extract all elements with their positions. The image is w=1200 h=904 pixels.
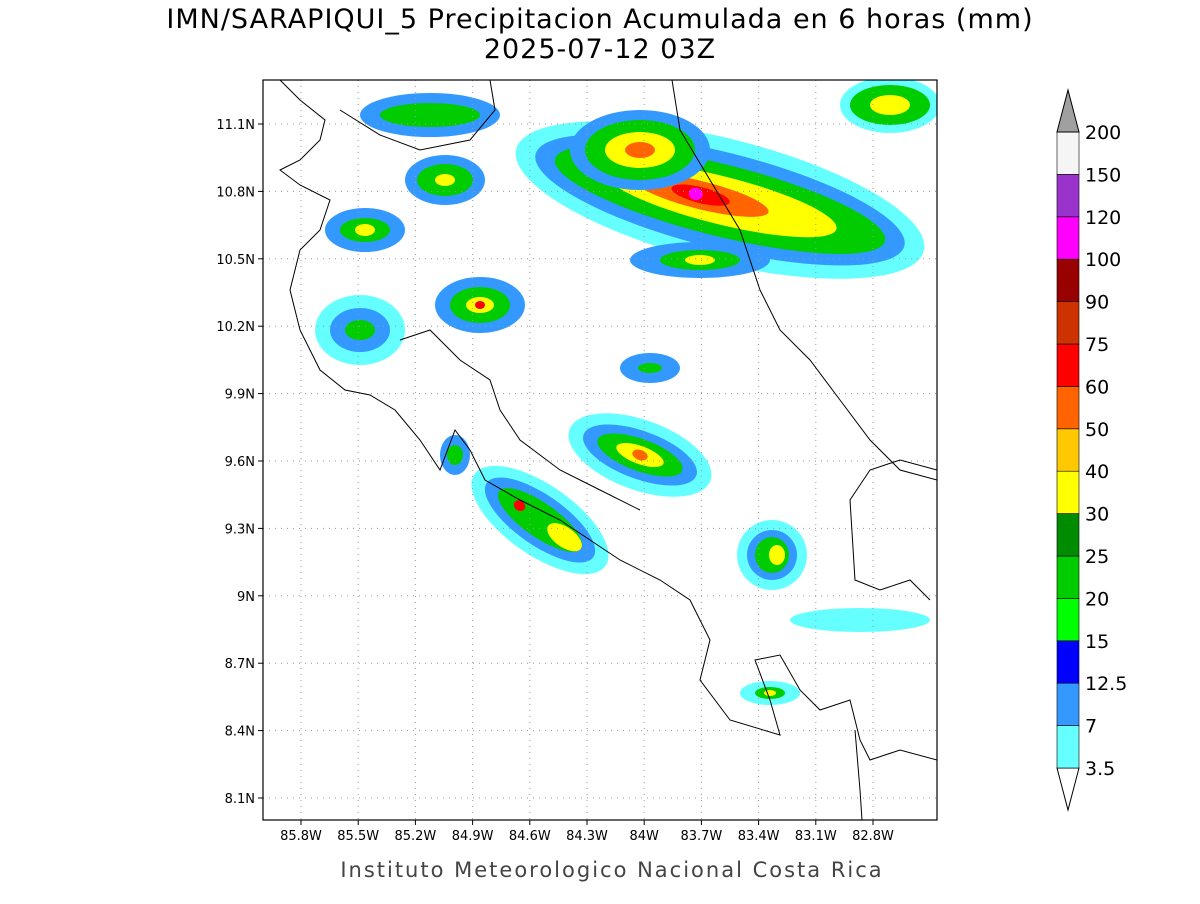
lat-label: 10.8N — [216, 185, 255, 200]
precipitation-field — [315, 80, 937, 705]
colorbar-label: 90 — [1085, 292, 1109, 314]
subtitle: 2025-07-12 03Z — [484, 34, 716, 65]
colorbar-label: 100 — [1085, 249, 1121, 271]
colorbar-label: 20 — [1085, 588, 1109, 610]
colorbar-label: 25 — [1085, 546, 1109, 568]
lon-label: 85.5W — [337, 829, 379, 844]
colorbar-box — [1056, 555, 1080, 599]
colorbar-label: 30 — [1085, 504, 1109, 526]
lat-label: 9.9N — [225, 388, 255, 403]
colorbar-label: 50 — [1085, 419, 1109, 441]
lon-label: 84.3W — [566, 829, 608, 844]
colorbar-label: 40 — [1085, 461, 1109, 483]
colorbar-box — [1056, 216, 1080, 260]
title: IMN/SARAPIQUI_5 Precipitacion Acumulada … — [166, 4, 1033, 35]
lon-label: 85.8W — [280, 829, 322, 844]
footer: Instituto Meteorologico Nacional Costa R… — [340, 858, 883, 882]
lat-label: 11.1N — [216, 118, 255, 133]
lat-label: 8.7N — [225, 657, 255, 672]
colorbar-label: 120 — [1085, 207, 1121, 229]
lat-label: 9.3N — [225, 522, 255, 537]
colorbar-label: 15 — [1085, 631, 1109, 653]
colorbar-box — [1056, 174, 1080, 218]
colorbar-box — [1056, 725, 1080, 769]
colorbar-box — [1056, 682, 1080, 726]
map-frame — [262, 79, 938, 821]
colorbar-box — [1056, 428, 1080, 472]
lon-label: 84.6W — [509, 829, 551, 844]
colorbar-box — [1056, 343, 1080, 387]
colorbar-box — [1056, 470, 1080, 514]
lon-label: 82.8W — [852, 829, 894, 844]
lat-label: 8.4N — [225, 725, 255, 740]
lon-label: 83.4W — [738, 829, 780, 844]
lat-label: 10.2N — [216, 320, 255, 335]
colorbar-box — [1056, 131, 1080, 175]
colorbar-box — [1056, 386, 1080, 430]
coastlines — [279, 80, 937, 820]
graticule — [263, 80, 937, 820]
colorbar-label: 150 — [1085, 164, 1121, 186]
colorbar-box — [1056, 513, 1080, 557]
lat-label: 9.6N — [225, 455, 255, 470]
lon-label: 83.1W — [795, 829, 837, 844]
colorbar-label: 60 — [1085, 376, 1109, 398]
colorbar-triangle — [1056, 88, 1080, 133]
lat-label: 10.5N — [216, 253, 255, 268]
colorbar-label: 200 — [1085, 122, 1121, 144]
colorbar-box — [1056, 640, 1080, 684]
lat-label: 9N — [237, 590, 255, 605]
colorbar: 3.5 7 12.5 15 20 25 30 40 50 60 75 90 100 120 150 200 — [1056, 88, 1127, 812]
lon-label: 83.7W — [680, 829, 722, 844]
colorbar-box — [1056, 301, 1080, 345]
colorbar-box — [1056, 258, 1080, 302]
colorbar-label: 7 — [1085, 716, 1097, 738]
axis-labels: 11.1N 10.8N 10.5N 10.2N 9.9N 9.6N 9.3N 9N 8.7N 8.… — [216, 118, 894, 844]
colorbar-label: 12.5 — [1085, 673, 1127, 695]
colorbar-label: 75 — [1085, 334, 1109, 356]
colorbar-box — [1056, 598, 1080, 642]
colorbar-triangle — [1056, 767, 1080, 812]
colorbar-label: 3.5 — [1085, 758, 1115, 780]
lon-label: 85.2W — [394, 829, 436, 844]
lon-label: 84W — [629, 829, 659, 844]
lon-label: 84.9W — [452, 829, 494, 844]
lat-label: 8.1N — [225, 792, 255, 807]
